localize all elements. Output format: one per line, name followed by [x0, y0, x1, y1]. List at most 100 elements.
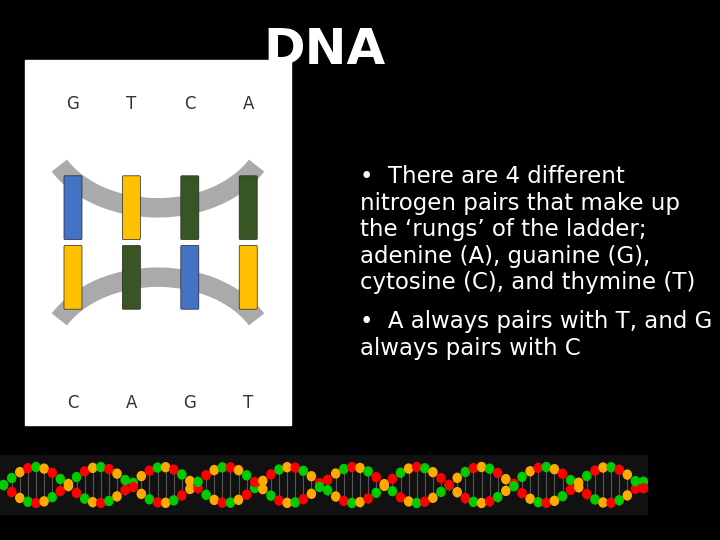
Circle shape	[113, 469, 121, 478]
Circle shape	[235, 495, 243, 504]
Circle shape	[348, 463, 356, 471]
Circle shape	[170, 496, 178, 505]
Circle shape	[16, 494, 24, 502]
Circle shape	[510, 480, 518, 488]
Circle shape	[437, 488, 445, 496]
Circle shape	[153, 498, 161, 507]
Circle shape	[607, 463, 615, 472]
Circle shape	[113, 492, 121, 501]
Circle shape	[510, 482, 518, 491]
Circle shape	[138, 489, 145, 498]
Circle shape	[582, 471, 591, 481]
Circle shape	[56, 487, 64, 496]
Circle shape	[300, 495, 307, 504]
Circle shape	[40, 497, 48, 506]
Circle shape	[631, 477, 639, 485]
Circle shape	[243, 490, 251, 499]
Text: C: C	[184, 95, 196, 113]
Circle shape	[138, 471, 145, 481]
Circle shape	[567, 476, 575, 484]
Circle shape	[356, 497, 364, 507]
Circle shape	[542, 463, 550, 471]
FancyBboxPatch shape	[0, 455, 648, 515]
Circle shape	[388, 474, 397, 483]
Text: A: A	[243, 95, 254, 113]
Circle shape	[186, 476, 194, 485]
Circle shape	[502, 487, 510, 495]
Circle shape	[550, 496, 559, 505]
Circle shape	[485, 464, 494, 473]
Circle shape	[372, 488, 380, 497]
Circle shape	[429, 494, 437, 502]
Circle shape	[0, 481, 8, 489]
Circle shape	[0, 481, 8, 489]
Circle shape	[542, 498, 550, 508]
FancyBboxPatch shape	[239, 246, 257, 309]
Circle shape	[96, 498, 105, 508]
Circle shape	[210, 495, 218, 504]
Circle shape	[194, 477, 202, 487]
Circle shape	[300, 467, 307, 475]
Circle shape	[567, 485, 575, 495]
Circle shape	[121, 476, 129, 484]
Circle shape	[599, 498, 607, 507]
Circle shape	[145, 466, 153, 475]
Circle shape	[575, 483, 582, 492]
Circle shape	[591, 466, 599, 475]
Circle shape	[226, 463, 235, 472]
Circle shape	[202, 490, 210, 500]
Circle shape	[607, 498, 615, 507]
Circle shape	[226, 498, 235, 507]
Text: DNA: DNA	[263, 26, 385, 74]
Circle shape	[258, 476, 267, 485]
Circle shape	[639, 484, 647, 493]
FancyBboxPatch shape	[64, 176, 82, 240]
Circle shape	[364, 494, 372, 503]
Circle shape	[462, 494, 469, 503]
Circle shape	[24, 497, 32, 507]
Circle shape	[73, 489, 81, 497]
Circle shape	[96, 463, 105, 471]
Circle shape	[307, 489, 315, 498]
Circle shape	[599, 463, 607, 472]
Circle shape	[218, 463, 226, 472]
Circle shape	[81, 494, 89, 503]
Circle shape	[380, 480, 388, 489]
Circle shape	[32, 498, 40, 508]
Circle shape	[218, 498, 226, 507]
Circle shape	[105, 496, 113, 505]
Circle shape	[243, 471, 251, 480]
Circle shape	[194, 484, 202, 492]
Circle shape	[323, 485, 332, 495]
Circle shape	[413, 498, 420, 508]
Circle shape	[582, 490, 591, 498]
Text: •  There are 4 different nitrogen pairs that make up the ‘rungs’ of the ladder; : • There are 4 different nitrogen pairs t…	[360, 165, 696, 294]
Circle shape	[534, 498, 542, 507]
Circle shape	[502, 475, 510, 484]
Circle shape	[332, 469, 340, 478]
Circle shape	[283, 498, 291, 508]
Circle shape	[64, 480, 73, 489]
Circle shape	[323, 475, 332, 484]
Circle shape	[40, 464, 48, 473]
Circle shape	[73, 472, 81, 482]
Circle shape	[291, 498, 300, 507]
Circle shape	[129, 478, 138, 488]
Circle shape	[332, 492, 340, 501]
Circle shape	[291, 463, 300, 472]
Circle shape	[275, 465, 283, 474]
FancyBboxPatch shape	[181, 176, 199, 240]
Circle shape	[397, 468, 405, 477]
Circle shape	[485, 497, 494, 506]
Circle shape	[429, 468, 437, 477]
Circle shape	[550, 465, 559, 474]
FancyBboxPatch shape	[239, 176, 257, 240]
Circle shape	[145, 495, 153, 504]
Circle shape	[615, 465, 624, 474]
Circle shape	[477, 463, 485, 471]
FancyBboxPatch shape	[181, 246, 199, 309]
Circle shape	[251, 477, 258, 487]
Circle shape	[267, 470, 275, 479]
Circle shape	[526, 467, 534, 476]
Circle shape	[307, 472, 315, 481]
